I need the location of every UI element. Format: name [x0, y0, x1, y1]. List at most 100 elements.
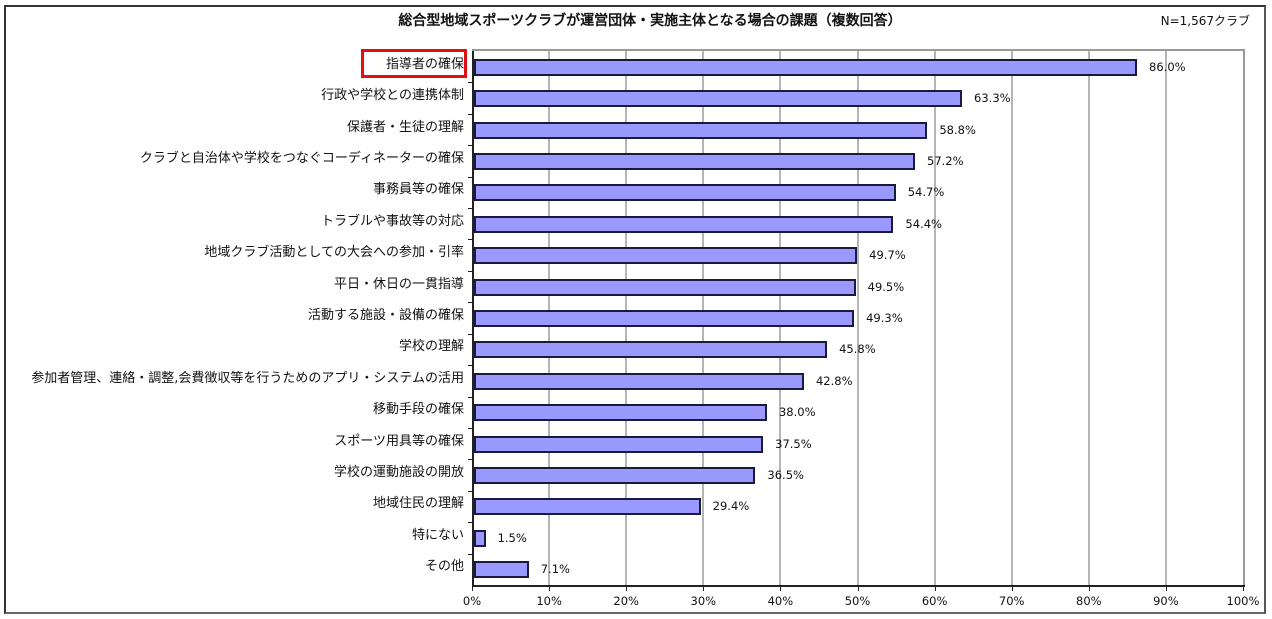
- x-tick-label: 30%: [690, 594, 717, 608]
- bar: [474, 90, 963, 108]
- bar: [474, 372, 804, 390]
- x-tick: [703, 587, 705, 591]
- x-tick-label: 80%: [1076, 594, 1102, 608]
- bar: [474, 310, 855, 327]
- bar-value-label: 63.3%: [974, 91, 1011, 106]
- y-tick: [468, 145, 472, 146]
- bar: [474, 152, 915, 170]
- y-axis-line: [472, 51, 474, 587]
- gridline: [1164, 51, 1167, 585]
- bar-value-label: 1.5%: [497, 530, 527, 545]
- y-tick: [468, 491, 472, 492]
- x-tick-label: 0%: [462, 594, 482, 608]
- bar: [474, 58, 1138, 76]
- y-tick: [468, 271, 472, 272]
- bar: [474, 404, 767, 422]
- chart-frame: [4, 5, 1266, 614]
- bar-value-label: 57.2%: [927, 153, 964, 168]
- category-label: スポーツ用具等の確保: [334, 433, 464, 449]
- x-tick: [934, 587, 936, 591]
- bar: [474, 215, 894, 233]
- bar: [474, 184, 896, 202]
- bar-value-label: 7.1%: [540, 562, 570, 577]
- x-tick: [626, 587, 628, 591]
- category-label: 行政や学校との連携体制: [321, 88, 464, 104]
- bar-value-label: 45.8%: [839, 342, 876, 357]
- y-tick: [468, 114, 472, 115]
- bar: [474, 278, 856, 296]
- category-label: 指導者の確保: [385, 56, 464, 72]
- x-tick: [1165, 587, 1167, 591]
- bar-value-label: 49.5%: [867, 279, 905, 294]
- y-tick: [468, 522, 472, 523]
- bar-value-label: 36.5%: [767, 468, 804, 483]
- plot-area: 86.0% 63.3% 58.8% 57.2% 54.7% 54.4% 49.7% 49.5%…: [468, 49, 1245, 591]
- bar: [474, 435, 764, 453]
- gridline: [856, 51, 859, 585]
- x-tick-label: 10%: [536, 594, 562, 608]
- category-label: 活動する施設・設備の確保: [307, 308, 464, 323]
- category-label: 保護者・生徒の理解: [346, 119, 464, 135]
- x-tick: [1011, 587, 1013, 591]
- x-tick: [857, 587, 859, 591]
- y-tick: [468, 459, 472, 460]
- x-tick: [780, 587, 782, 591]
- x-tick-label: 40%: [767, 594, 794, 608]
- gridline: [1010, 51, 1013, 585]
- category-label: 地域クラブ活動としての大会への参加・引率: [204, 245, 464, 261]
- sample-size-label: N=1,567クラブ: [1160, 14, 1250, 28]
- category-label: トラブルや事故等の対応: [320, 213, 464, 229]
- x-tick-label: 60%: [921, 594, 948, 608]
- y-tick: [468, 177, 472, 178]
- category-label: 平日・休日の一貫指導: [333, 276, 464, 292]
- category-label: 参加者管理、連絡・調整,会費徴収等を行うためのアプリ・システムの活用: [31, 370, 464, 386]
- x-tick-label: 20%: [613, 594, 639, 608]
- category-label: クラブと自治体や学校をつなぐコーディネーターの確保: [139, 150, 464, 166]
- y-tick: [468, 365, 472, 366]
- x-tick-label: 90%: [1153, 594, 1179, 608]
- bar-value-label: 58.8%: [939, 122, 976, 137]
- chart-title: 総合型地域スポーツクラブが運営団体・実施主体となる場合の課題（複数回答）: [398, 13, 902, 29]
- bar: [474, 561, 529, 579]
- y-tick: [468, 302, 472, 303]
- y-tick: [468, 239, 472, 240]
- bar-value-label: 86.0%: [1149, 59, 1186, 74]
- category-label: 事務員等の確保: [372, 182, 464, 198]
- bar-value-label: 29.4%: [712, 499, 750, 514]
- highlight-box: [361, 49, 467, 78]
- bar: [474, 247, 858, 265]
- x-tick-label: 100%: [1226, 594, 1260, 608]
- category-label: 学校の運動施設の開放: [333, 465, 464, 481]
- y-tick: [468, 82, 472, 83]
- x-tick: [472, 587, 473, 591]
- bar-value-label: 54.4%: [905, 216, 942, 231]
- gridline: [933, 51, 936, 585]
- bar: [474, 467, 756, 485]
- category-label: 移動手段の確保: [372, 402, 464, 418]
- x-tick: [549, 587, 551, 591]
- bar: [474, 498, 701, 516]
- bar: [474, 121, 928, 139]
- bar: [474, 341, 828, 359]
- bar-value-label: 38.0%: [778, 405, 816, 420]
- gridline: [1087, 51, 1090, 585]
- y-tick: [468, 397, 472, 398]
- bar-value-label: 54.7%: [907, 185, 945, 200]
- x-tick: [1088, 587, 1090, 591]
- bar-value-label: 42.8%: [815, 373, 853, 388]
- x-tick-label: 50%: [844, 594, 871, 608]
- bar-value-label: 49.3%: [866, 311, 903, 325]
- y-tick: [468, 334, 472, 335]
- x-tick: [1243, 587, 1244, 591]
- y-tick: [468, 428, 472, 429]
- bar-value-label: 49.7%: [869, 248, 906, 263]
- category-label: 特にない: [411, 527, 464, 543]
- y-tick: [468, 208, 472, 209]
- category-label: その他: [424, 559, 464, 575]
- x-axis-line: [472, 585, 1245, 587]
- category-label: 地域住民の理解: [372, 496, 464, 512]
- bar-value-label: 37.5%: [775, 436, 812, 451]
- category-label: 学校の理解: [398, 339, 464, 355]
- bar: [474, 529, 486, 547]
- y-tick: [468, 554, 472, 555]
